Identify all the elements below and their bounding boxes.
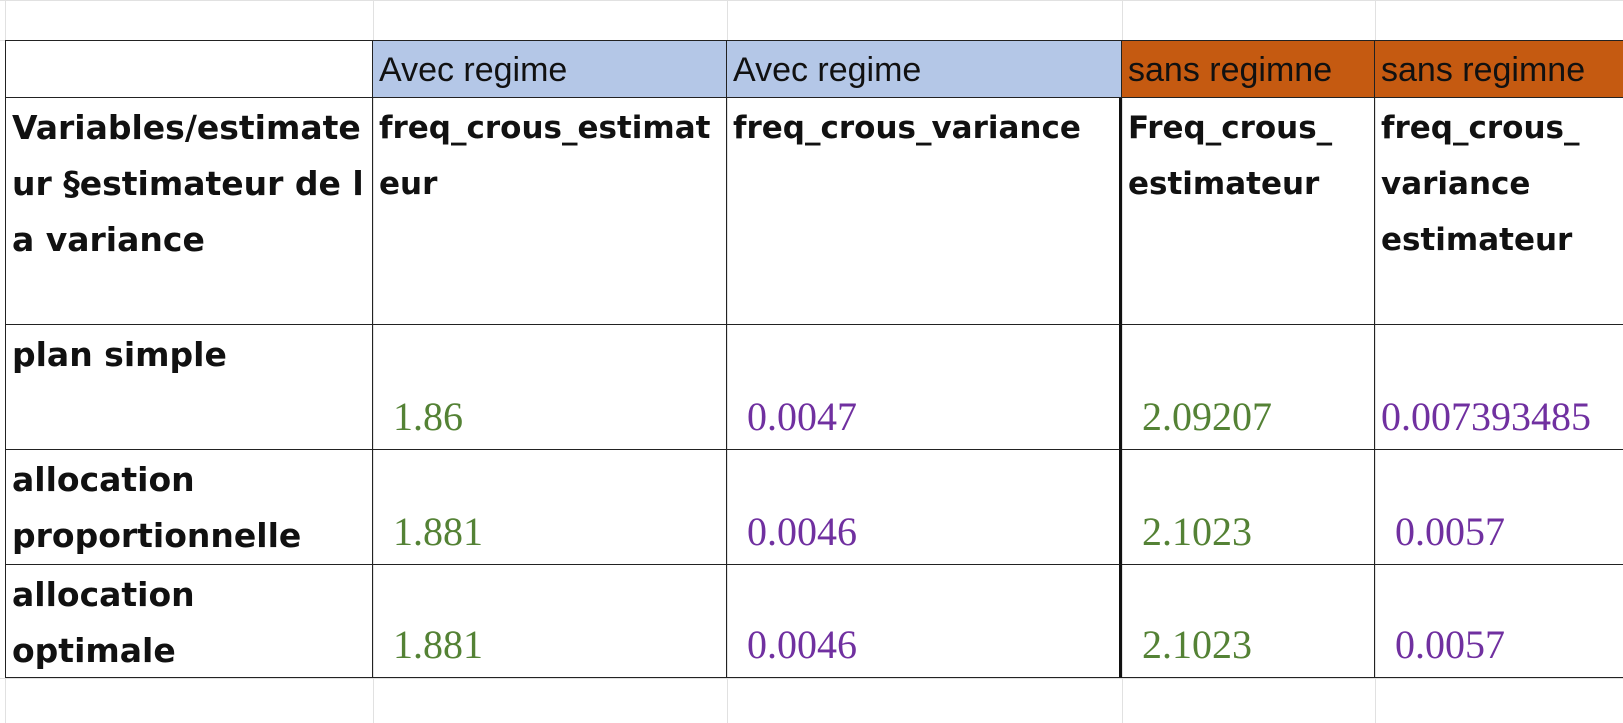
group-header: sans regimne	[1375, 40, 1623, 98]
cell-text: 2.1023	[1142, 509, 1252, 554]
cell-text: 0.007393485	[1381, 394, 1591, 439]
cell-text: Avec regime	[379, 51, 568, 89]
value-cell: 0.0057	[1375, 450, 1623, 565]
column-header: Variables/estimateur §estimateur de la v…	[5, 98, 373, 325]
value-cell: 2.09207	[1122, 325, 1375, 450]
group-header: Avec regime	[727, 40, 1122, 98]
value-cell: 1.881	[373, 565, 727, 678]
empty-cell	[5, 40, 373, 98]
group-header: Avec regime	[373, 40, 727, 98]
cell-text: 1.881	[393, 622, 483, 667]
cell-text: 2.1023	[1142, 622, 1252, 667]
column-header: freq_crous_variance	[727, 98, 1122, 325]
value-cell: 2.1023	[1122, 450, 1375, 565]
gridline	[1375, 0, 1376, 723]
cell-text: allocation optimale	[12, 575, 195, 670]
value-cell: 0.007393485	[1375, 325, 1623, 450]
value-cell: 0.0047	[727, 325, 1122, 450]
cell-text: Variables/estimateur §estimateur de la v…	[12, 108, 364, 259]
cell-text: 2.09207	[1142, 394, 1272, 439]
cell-text: 0.0046	[747, 622, 857, 667]
group-header: sans regimne	[1122, 40, 1375, 98]
row-label: allocation proportionnelle	[5, 450, 373, 565]
cell-text: 0.0057	[1395, 509, 1505, 554]
row-label: allocation optimale	[5, 565, 373, 678]
value-cell: 0.0057	[1375, 565, 1623, 678]
value-cell: 1.86	[373, 325, 727, 450]
value-cell: 2.1023	[1122, 565, 1375, 678]
column-header: freq_crous_estimateur	[373, 98, 727, 325]
cell-text: allocation proportionnelle	[12, 460, 302, 555]
cell-text: 1.86	[393, 394, 463, 439]
cell-text: freq_crous_estimateur	[379, 110, 711, 202]
cell-text: freq_crous_variance	[733, 110, 1081, 146]
row-label: plan simple	[5, 325, 373, 450]
cell-text: sans regimne	[1128, 51, 1333, 89]
cell-text: 0.0057	[1395, 622, 1505, 667]
column-header: freq_crous_ variance estimateur	[1375, 98, 1623, 325]
value-cell: 1.881	[373, 450, 727, 565]
gridline	[0, 0, 1623, 1]
value-cell: 0.0046	[727, 565, 1122, 678]
cell-text: sans regimne	[1381, 51, 1586, 89]
cell-text: plan simple	[12, 335, 227, 374]
value-cell: 0.0046	[727, 450, 1122, 565]
gridline	[727, 0, 728, 723]
cell-text: Avec regime	[733, 51, 922, 89]
gridline	[0, 678, 1623, 679]
cell-text: freq_crous_ variance estimateur	[1381, 110, 1580, 258]
cell-text: Freq_crous_ estimateur	[1128, 110, 1333, 202]
cell-text: 1.881	[393, 509, 483, 554]
column-header: Freq_crous_ estimateur	[1122, 98, 1375, 325]
gridline	[1122, 0, 1123, 723]
gridline	[373, 0, 374, 723]
cell-text: 0.0046	[747, 509, 857, 554]
cell-text: 0.0047	[747, 394, 857, 439]
